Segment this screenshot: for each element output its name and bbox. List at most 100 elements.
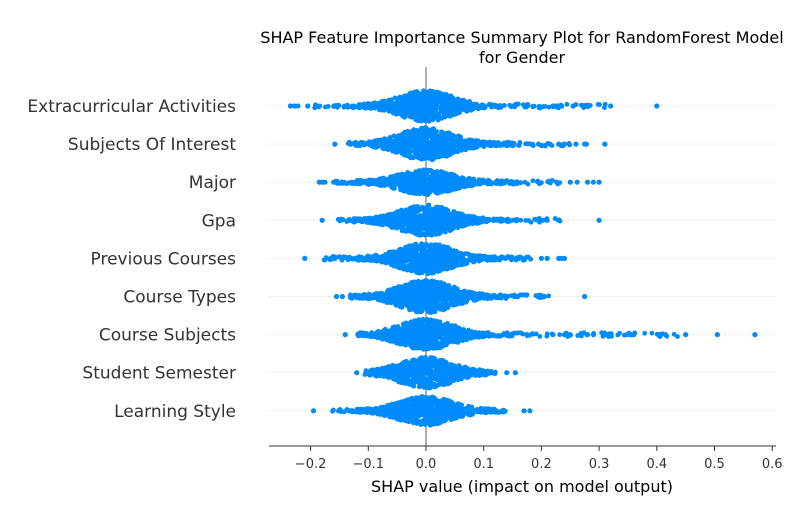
shap-dot: [385, 142, 390, 147]
chart-title-line-1: SHAP Feature Importance Summary Plot for…: [260, 28, 783, 47]
shap-dot: [390, 180, 395, 186]
shap-dot: [413, 292, 418, 298]
shap-outlier-dot: [547, 141, 553, 147]
shap-dot: [377, 101, 383, 107]
shap-dot: [401, 226, 407, 232]
shap-dot: [394, 110, 400, 116]
shap-dot: [372, 142, 378, 148]
shap-dot: [447, 228, 453, 234]
shap-dot: [441, 140, 447, 146]
shap-dot: [367, 178, 373, 184]
shap-dot: [457, 295, 463, 300]
shap-outlier-dot: [332, 255, 338, 261]
shap-dot: [312, 105, 318, 111]
shap-dot: [393, 288, 398, 294]
shap-outlier-dot: [570, 103, 576, 109]
shap-dot: [420, 181, 426, 187]
shap-dot: [448, 109, 454, 115]
shap-dot: [361, 140, 367, 146]
shap-dot: [498, 104, 504, 110]
shap-dot: [419, 112, 425, 117]
shap-dot: [435, 217, 440, 222]
shap-outlier-dot: [608, 103, 614, 109]
shap-dot: [397, 99, 403, 105]
shap-dot: [384, 179, 390, 185]
shap-outlier-dot: [602, 141, 608, 147]
shap-dot: [374, 178, 380, 184]
shap-dot: [356, 103, 362, 109]
shap-dot: [358, 294, 364, 300]
shap-dot: [435, 281, 440, 286]
shap-dot: [545, 179, 551, 185]
shap-dot: [409, 217, 414, 223]
shap-dot: [459, 254, 465, 260]
shap-outlier-dot: [583, 141, 590, 147]
shap-dot: [447, 249, 452, 254]
shap-dot: [386, 103, 392, 109]
shap-dot: [442, 133, 447, 139]
shap-dot: [538, 105, 543, 111]
shap-dot: [433, 268, 438, 274]
shap-dot: [417, 137, 423, 142]
shap-dot: [436, 149, 441, 154]
shap-dot: [331, 103, 336, 109]
shap-dot: [516, 143, 522, 148]
shap-dot: [557, 218, 563, 224]
shap-dot: [467, 103, 473, 109]
shap-dot: [416, 155, 422, 161]
shap-dot: [439, 219, 445, 224]
shap-dot: [362, 180, 367, 185]
shap-dot: [530, 178, 536, 184]
shap-outlier-dot: [590, 179, 596, 185]
shap-dot: [355, 181, 360, 187]
feature-dots: [316, 167, 602, 198]
shap-dot: [400, 219, 406, 225]
shap-dot: [495, 295, 501, 301]
shap-outlier-dot: [319, 217, 325, 223]
shap-dot: [453, 104, 459, 110]
shap-dot: [423, 117, 429, 123]
shap-dot: [415, 115, 421, 120]
shap-dot: [371, 105, 377, 110]
shap-dot: [432, 188, 437, 194]
shap-dot: [398, 257, 404, 263]
shap-dot: [486, 216, 492, 222]
shap-dot: [505, 254, 511, 259]
shap-dot: [425, 301, 430, 306]
shap-dot: [443, 148, 448, 154]
shap-dot: [392, 223, 398, 229]
shap-dot: [507, 218, 513, 224]
shap-dot: [487, 101, 493, 107]
shap-dot: [353, 143, 359, 148]
shap-dot: [416, 208, 421, 214]
shap-dot: [427, 281, 433, 286]
shap-outlier-dot: [596, 179, 602, 185]
shap-dot: [457, 301, 463, 306]
shap-dot: [386, 255, 392, 261]
shap-dot: [429, 254, 435, 260]
shap-dot: [477, 293, 483, 298]
shap-outlier-dot: [556, 141, 562, 147]
shap-dot: [436, 111, 442, 117]
shap-dot: [462, 292, 468, 298]
shap-dot: [464, 251, 470, 257]
shap-dot: [444, 188, 450, 194]
shap-dot: [492, 257, 498, 263]
shap-dot: [420, 279, 426, 285]
shap-dot: [494, 178, 500, 183]
shap-dot: [417, 217, 423, 222]
shap-dot: [439, 95, 445, 101]
shap-outlier-dot: [333, 293, 340, 300]
shap-dot: [440, 244, 446, 250]
shap-dot: [414, 104, 420, 109]
shap-dot: [440, 282, 446, 288]
shap-dot: [454, 262, 460, 268]
shap-dot: [488, 142, 494, 148]
shap-dot: [429, 219, 435, 224]
shap-dot: [546, 293, 552, 299]
shap-dot: [392, 95, 398, 101]
shap-outlier-dot: [573, 141, 579, 147]
shap-outlier-dot: [331, 179, 337, 185]
shap-dot: [335, 103, 340, 109]
feature-dots: [319, 202, 602, 238]
